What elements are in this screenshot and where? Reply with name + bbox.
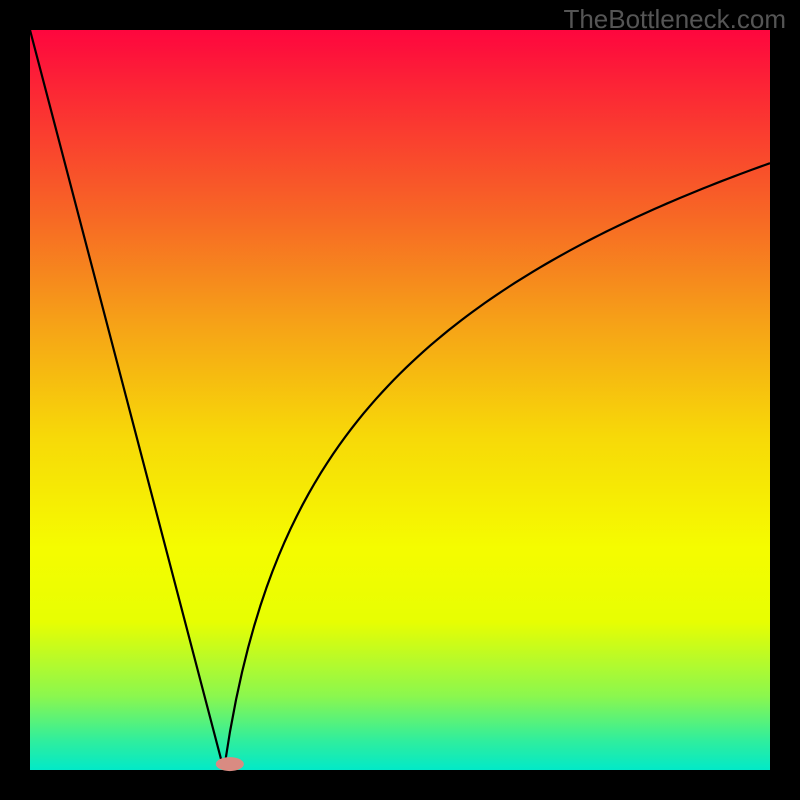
optimal-point-marker [216,757,244,771]
watermark-text: TheBottleneck.com [563,4,786,35]
chart-container: TheBottleneck.com [0,0,800,800]
curve-layer [0,0,800,800]
bottleneck-curve [30,30,770,770]
